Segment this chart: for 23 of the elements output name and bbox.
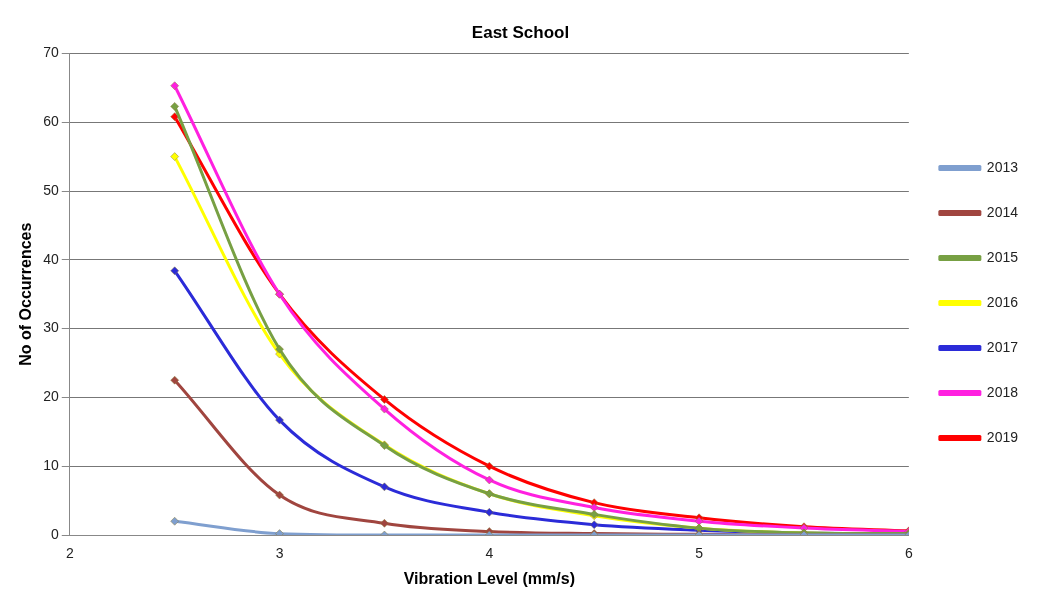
y-tick-label: 10 [43,457,59,474]
x-tick-label: 4 [485,545,494,562]
y-tick-label: 70 [43,44,59,61]
y-axis-title: No of Occurrences [17,222,35,366]
y-tick-label: 40 [43,250,59,267]
legend-label: 2015 [986,248,1019,265]
legend-label: 2017 [986,338,1019,355]
legend-label: 2014 [986,203,1019,220]
y-tick-label: 0 [50,525,59,542]
legend-label: 2018 [986,383,1019,400]
x-tick-label: 2 [65,545,74,562]
y-tick-label: 50 [43,181,59,198]
x-tick-label: 6 [904,545,913,562]
chart-title: East School [471,22,570,42]
x-tick-label: 3 [275,545,284,562]
legend-label: 2019 [986,428,1019,445]
y-tick-label: 20 [43,388,59,405]
x-tick-label: 5 [695,545,704,562]
legend-label: 2016 [986,293,1019,310]
y-tick-label: 30 [43,319,59,336]
x-axis-title: Vibration Level (mm/s) [403,569,575,587]
legend-label: 2013 [986,158,1019,175]
y-tick-label: 60 [43,113,59,130]
